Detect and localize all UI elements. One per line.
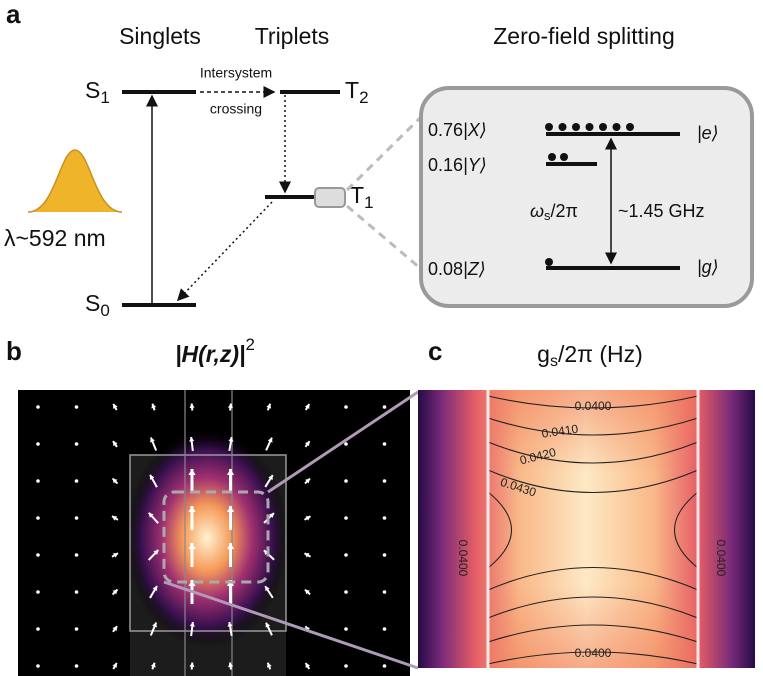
state-label: |e⟩ [697, 123, 719, 143]
field-dot [36, 479, 40, 483]
field-dot [75, 516, 79, 520]
dot [559, 123, 567, 131]
field-dot [344, 442, 348, 446]
panel-label: a [6, 0, 21, 29]
field-dot [344, 590, 348, 594]
field-dot [383, 664, 387, 668]
field-dot [344, 627, 348, 631]
field-dot [75, 664, 79, 668]
field-dot [75, 479, 79, 483]
dot [548, 153, 556, 161]
dot [572, 123, 580, 131]
zoom-line [347, 118, 420, 190]
state-label: 0.16|Y⟩ [428, 155, 487, 175]
header: Singlets [119, 23, 201, 49]
field-dot [383, 590, 387, 594]
level-label: S0 [85, 290, 110, 320]
field-dot [75, 553, 79, 557]
level-label: T1 [350, 182, 374, 212]
panel-label: b [6, 336, 22, 366]
level-label: T2 [345, 77, 369, 107]
contour-label: 0.0400 [456, 540, 470, 577]
field-dot [75, 627, 79, 631]
field-dot [36, 553, 40, 557]
header: Triplets [255, 23, 330, 49]
zoom-box [315, 188, 345, 207]
dot [586, 123, 594, 131]
field-dot [344, 553, 348, 557]
header: Zero-field splitting [493, 23, 675, 49]
state-label: 0.08|Z⟩ [428, 259, 486, 279]
dot [626, 123, 634, 131]
contour-label: 0.0400 [575, 399, 612, 413]
coupling-map-shade [488, 390, 698, 668]
state-label: 0.76|X⟩ [428, 120, 487, 140]
excitation-label: λ~592 nm [4, 225, 106, 251]
isc-label: Intersystem [200, 65, 272, 81]
field-dot [36, 442, 40, 446]
field-dot [383, 479, 387, 483]
dot [545, 258, 553, 266]
dot [599, 123, 607, 131]
panel-title: gs/2π (Hz) [537, 341, 643, 370]
field-dot [344, 516, 348, 520]
field-dot [344, 479, 348, 483]
figure: a Singlets Triplets Zero-field splitting… [0, 0, 763, 676]
field-dot [36, 590, 40, 594]
energy-levels [122, 92, 340, 305]
field-dot [383, 553, 387, 557]
field-dot [344, 664, 348, 668]
level-label: S1 [85, 77, 110, 107]
dot [560, 153, 568, 161]
field-dot [75, 590, 79, 594]
dot [545, 123, 553, 131]
field-dot [75, 405, 79, 409]
isc-label: crossing [210, 101, 262, 117]
contour-label: 0.0400 [714, 540, 728, 577]
field-dot [383, 516, 387, 520]
dot [613, 123, 621, 131]
field-dot [36, 405, 40, 409]
frequency-label: ~1.45 GHz [618, 201, 705, 221]
field-dot [383, 405, 387, 409]
state-label: |g⟩ [697, 257, 719, 277]
panel-label: c [428, 336, 442, 366]
frequency-symbol: ωs/2π [530, 201, 578, 224]
laser-pulse [28, 150, 122, 212]
panel-title: |H(r,z)|2 [175, 335, 255, 367]
field-dot [36, 664, 40, 668]
field-dot [36, 627, 40, 631]
field-dot [383, 627, 387, 631]
field-dot [36, 516, 40, 520]
field-dot [344, 405, 348, 409]
field-dot [383, 442, 387, 446]
field-dot [75, 442, 79, 446]
decay-arrow [178, 202, 272, 300]
contour-label: 0.0400 [575, 646, 612, 660]
zoom-line [347, 206, 420, 268]
